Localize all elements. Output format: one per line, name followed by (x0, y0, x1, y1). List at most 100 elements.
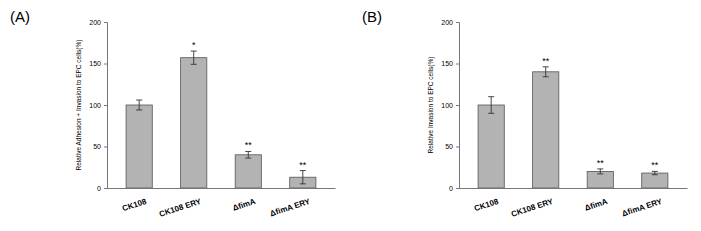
axis-line (456, 23, 460, 189)
panel: (B) Relative Invasion to EPC cells(%) ** **… (362, 8, 688, 219)
error-cap (652, 174, 658, 175)
tick: 100 (89, 102, 107, 109)
tick-label: CK108 (473, 197, 500, 213)
error-bar (191, 51, 197, 64)
significance-mark: ** (597, 158, 605, 168)
error-line (302, 171, 303, 184)
tick-label: ΔfimA (584, 197, 609, 213)
plot-area (478, 67, 668, 188)
tick-label: 200 (89, 19, 101, 26)
error-cap (300, 170, 306, 171)
tick: CK108 (121, 188, 148, 213)
tick-label: 0 (97, 185, 101, 192)
figure: (A) Relative Adhesion + Invasion to EPC c… (0, 0, 701, 231)
error-cap (543, 66, 549, 67)
significance-mark: ** (542, 56, 550, 66)
bar (126, 105, 152, 188)
bar (587, 171, 613, 188)
tick-label: CK108 ERY (510, 197, 555, 219)
error-cap (652, 171, 658, 172)
tick: ΔfimA (584, 188, 609, 213)
error-line (248, 151, 249, 158)
tick-mark (104, 147, 107, 148)
bar (642, 173, 668, 188)
error-cap (488, 113, 494, 114)
tick-label: CK108 (121, 197, 148, 213)
tick-label: 200 (441, 19, 453, 26)
axis-title: Relative Adhesion + Invasion to EPC cell… (75, 40, 83, 171)
panel-label: (B) (362, 8, 382, 25)
error-cap (245, 158, 251, 159)
error-line (491, 97, 492, 114)
error-bar (300, 171, 306, 184)
error-bar (597, 169, 603, 174)
tick-mark (104, 64, 107, 65)
tick-mark (104, 105, 107, 106)
tick-mark (456, 22, 459, 23)
tick-mark (456, 147, 459, 148)
tick-label: ΔfimA ERY (269, 197, 312, 219)
error-cap (488, 96, 494, 97)
error-cap (191, 64, 197, 65)
y-axis: 0 50 100 150 200 (441, 19, 459, 192)
tick: 0 (449, 185, 459, 192)
error-line (545, 67, 546, 77)
panel: (A) Relative Adhesion + Invasion to EPC c… (10, 8, 336, 219)
error-cap (300, 183, 306, 184)
tick: CK108 ERY (158, 188, 203, 219)
error-cap (597, 168, 603, 169)
axis-title: Relative Invasion to EPC cells(%) (427, 57, 435, 154)
tick: ΔfimA ERY (269, 188, 312, 218)
error-cap (136, 100, 142, 101)
error-bar (488, 97, 494, 114)
tick: 100 (441, 102, 459, 109)
tick-mark (456, 188, 459, 189)
tick: 0 (97, 185, 107, 192)
error-bar (245, 151, 251, 158)
error-cap (136, 109, 142, 110)
error-cap (543, 76, 549, 77)
error-cap (597, 173, 603, 174)
error-line (654, 171, 655, 174)
tick-mark (456, 64, 459, 65)
bar (478, 105, 504, 188)
error-cap (191, 51, 197, 52)
tick-label: ΔfimA (232, 197, 257, 213)
tick: CK108 ERY (510, 188, 555, 219)
tick: 50 (445, 143, 459, 150)
error-bar (136, 100, 142, 110)
significance-mark: ** (651, 160, 659, 170)
tick: ΔfimA ERY (621, 188, 664, 218)
axis-line (104, 23, 108, 189)
bar (181, 58, 207, 188)
x-axis: CK108 CK108 ERY ΔfimA ΔfimA ERY (460, 188, 688, 219)
tick-label: 0 (449, 185, 453, 192)
tick-mark (104, 188, 107, 189)
tick: ΔfimA (232, 188, 257, 213)
y-axis: 0 50 100 150 200 (89, 19, 107, 192)
tick: 150 (89, 60, 107, 67)
error-line (139, 100, 140, 110)
axis-line (460, 188, 688, 189)
error-bar (652, 171, 658, 174)
tick-label: 50 (93, 143, 101, 150)
tick-mark (104, 22, 107, 23)
tick: 200 (441, 19, 459, 26)
tick-mark (456, 105, 459, 106)
axis-line (108, 188, 336, 189)
error-cap (245, 151, 251, 152)
error-line (193, 51, 194, 64)
significance-mark: ** (299, 160, 307, 170)
tick-label: 150 (89, 60, 101, 67)
tick-label: 150 (441, 60, 453, 67)
tick-label: ΔfimA ERY (621, 197, 664, 219)
tick: 50 (93, 143, 107, 150)
bar (533, 72, 559, 188)
significance-mark: ** (245, 140, 253, 150)
tick-label: 100 (89, 102, 101, 109)
x-axis: CK108 CK108 ERY ΔfimA ΔfimA ERY (108, 188, 336, 219)
tick: CK108 (473, 188, 500, 213)
panel-label: (A) (10, 8, 30, 25)
error-bar (543, 67, 549, 77)
significance-mark: * (192, 40, 196, 50)
